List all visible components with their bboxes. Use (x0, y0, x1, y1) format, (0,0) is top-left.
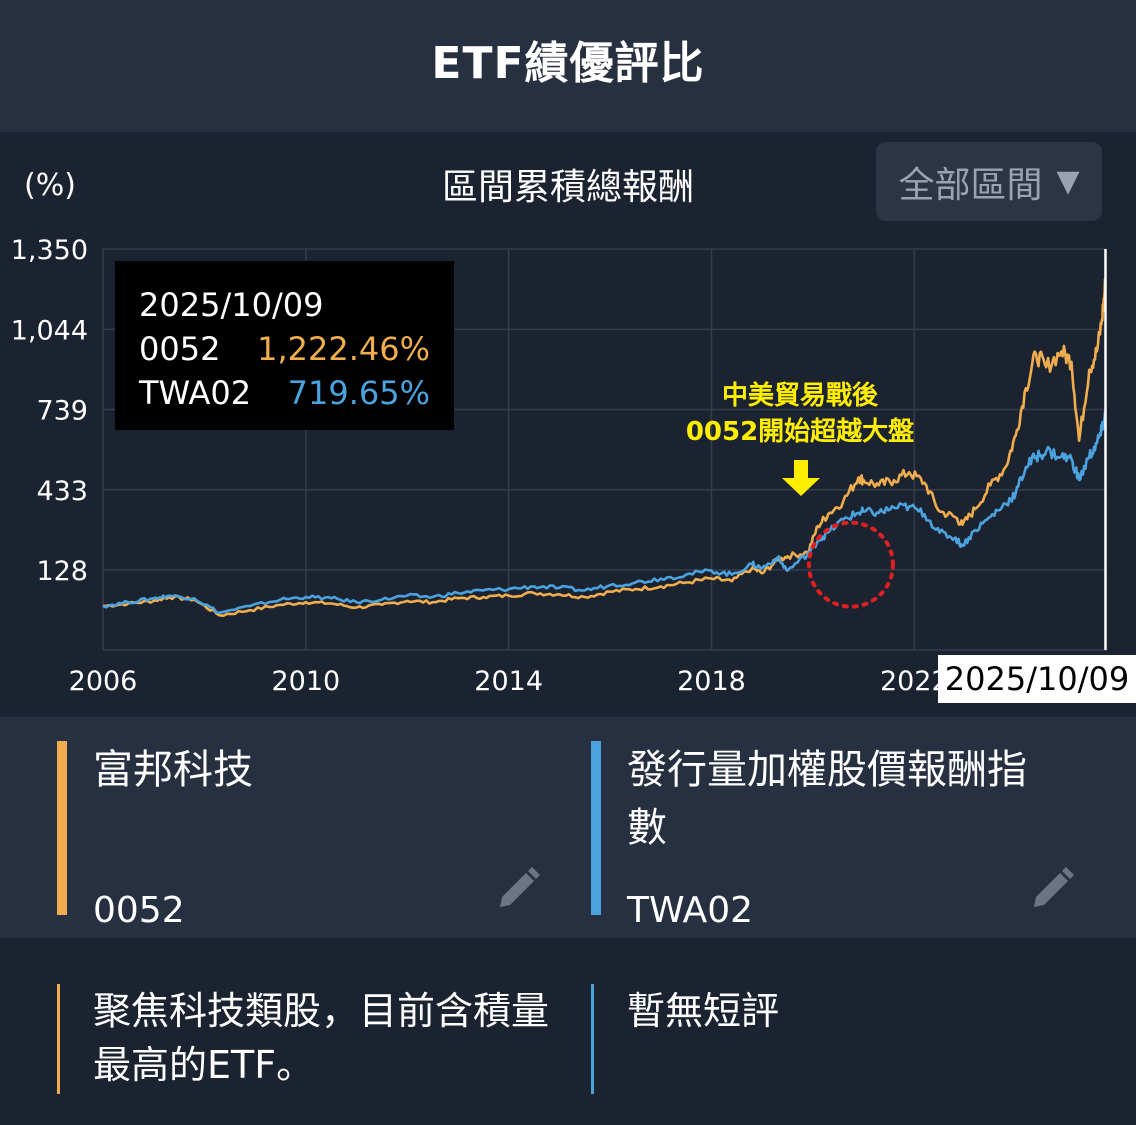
fund-name: 富邦科技 (93, 747, 253, 793)
arrow-down-icon (782, 460, 820, 496)
y-tick-label: 1,350 (11, 235, 88, 266)
comparison-cards: 富邦科技 0052 發行量加權股價報酬指數 TWA02 (0, 717, 1136, 938)
fund-card-0052[interactable]: 富邦科技 0052 (57, 741, 540, 931)
y-tick-label: 128 (36, 556, 88, 587)
tooltip-row: TWA02 719.65% (139, 371, 430, 415)
x-tick-label: 2006 (69, 666, 138, 697)
tooltip-value: 719.65% (287, 374, 430, 412)
comment-color-bar (591, 984, 594, 1094)
x-tick-label: 2018 (677, 666, 746, 697)
tooltip-date: 2025/10/09 (139, 286, 324, 324)
range-selector-button[interactable]: 全部區間 ▼ (876, 142, 1102, 221)
y-tick-label: 433 (36, 476, 88, 507)
pencil-icon[interactable] (492, 863, 544, 919)
y-tick-label: 739 (36, 395, 88, 426)
series-line-twa02 (102, 410, 1107, 614)
tooltip-code: 0052 (139, 330, 221, 368)
tooltip-code: TWA02 (139, 374, 252, 412)
comment-text: 暫無短評 (627, 989, 780, 1033)
range-selector-label: 全部區間 (898, 164, 1043, 206)
x-tick-label: 2010 (271, 666, 340, 697)
cumulative-return-chart[interactable]: 128 433 739 1,044 1,350 2006 2010 2014 2018 2022 (0, 0, 1136, 717)
card-color-bar (591, 741, 601, 915)
x-tick-label: 2014 (474, 666, 543, 697)
fund-code: TWA02 (627, 890, 754, 931)
card-color-bar (57, 741, 67, 915)
triangle-down-icon: ▼ (1056, 164, 1080, 199)
fund-card-twa02[interactable]: 發行量加權股價報酬指數 TWA02 (591, 741, 1074, 931)
annotation-line-1: 中美貿易戰後 (721, 381, 878, 411)
pencil-icon[interactable] (1026, 863, 1078, 919)
tooltip-row: 0052 1,222.46% (139, 327, 430, 371)
app-header: ETF績優評比 (0, 0, 1136, 132)
cursor-date-label: 2025/10/09 (938, 655, 1136, 703)
chart-title: 區間累積總報酬 (441, 167, 694, 208)
y-axis-unit-label: (%) (24, 168, 76, 203)
x-tick-label: 2022 (880, 666, 949, 697)
comment-color-bar (57, 984, 60, 1094)
fund-name: 發行量加權股價報酬指數 (627, 747, 1027, 851)
chart-annotation: 中美貿易戰後 0052開始超越大盤 (640, 378, 960, 450)
fund-code: 0052 (93, 890, 185, 931)
comment-text: 聚焦科技類股，目前含積量最高的ETF。 (93, 989, 550, 1087)
annotation-line-2: 0052開始超越大盤 (685, 417, 915, 447)
chart-tooltip: 2025/10/09 0052 1,222.46% TWA02 719.65% (115, 261, 454, 430)
short-comments: 聚焦科技類股，目前含積量最高的ETF。 暫無短評 (0, 938, 1136, 1125)
highlight-circle (806, 520, 895, 609)
y-tick-label: 1,044 (11, 315, 88, 346)
page-title: ETF績優評比 (431, 38, 705, 89)
tooltip-value: 1,222.46% (257, 330, 430, 368)
